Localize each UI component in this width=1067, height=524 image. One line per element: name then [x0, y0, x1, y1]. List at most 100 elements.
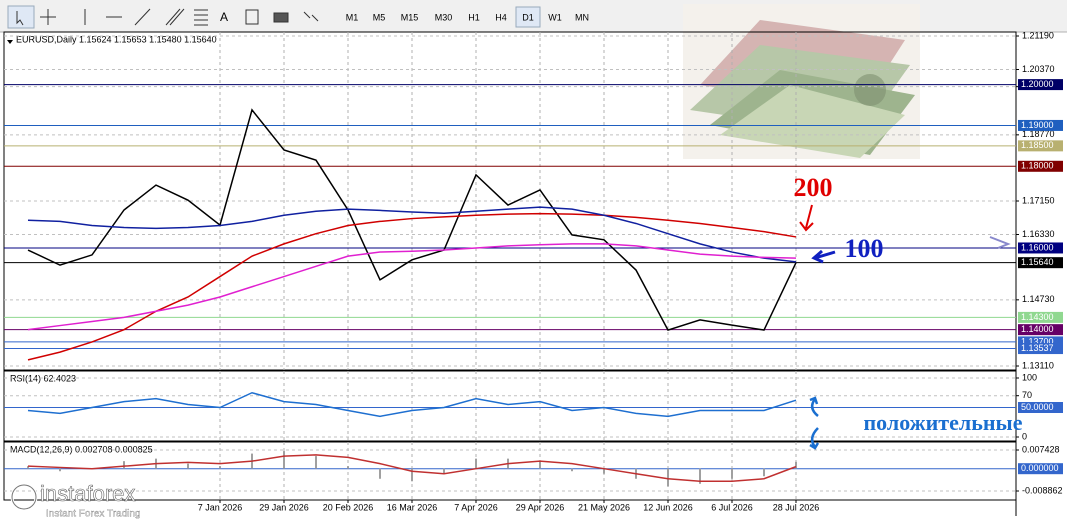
ma100-arrow [811, 249, 836, 264]
x-tick-label: 12 Jun 2026 [643, 502, 693, 512]
histogram-bar [123, 461, 125, 469]
ma200-label: 200 [794, 173, 833, 202]
fibo-icon[interactable] [194, 9, 208, 26]
timeframe-label[interactable]: M5 [373, 12, 386, 22]
x-tick-label: 7 Jan 2026 [198, 502, 243, 512]
y-tick-label: 1.18770 [1022, 129, 1055, 139]
annotations: 200 100 положительные [794, 173, 1023, 450]
x-tick-label: 29 Jan 2026 [259, 502, 309, 512]
trendline-icon[interactable] [134, 8, 151, 26]
level-label: 1.13700 [1021, 336, 1054, 346]
shapes-icon[interactable] [273, 12, 289, 23]
level-box [1018, 402, 1063, 413]
timeframe-label[interactable]: M30 [435, 12, 453, 22]
panel-title: RSI(14) 62.4023 [10, 373, 76, 383]
histogram-bar [475, 458, 477, 469]
y-tick-label: 0.007428 [1022, 444, 1060, 454]
level-box [1018, 311, 1063, 323]
timeframe-label[interactable]: W1 [548, 12, 562, 22]
series [27, 454, 797, 483]
plot-area: 7 Jan 2026 29 Jan 2026 20 Feb 2026 16 Mar 2… [3, 30, 1063, 516]
histogram-bar [59, 468, 61, 472]
series-line [27, 108, 797, 331]
arrows-icon[interactable] [303, 11, 319, 22]
y-tick-label: 0 [1022, 431, 1027, 441]
cursor-tool[interactable] [7, 5, 35, 29]
level-arrow [989, 236, 1011, 249]
timeframe-button[interactable] [515, 6, 541, 28]
histogram-bar [763, 468, 765, 477]
level-label: 1.15640 [1021, 257, 1054, 267]
histogram-bar [571, 468, 573, 472]
timeframe-label[interactable]: D1 [522, 12, 534, 22]
timeframes: M1 M5 M15 M30 H1 H4 D1 W1 MN [346, 6, 589, 28]
y-tick-label: 1.13110 [1022, 360, 1054, 370]
timeframe-label[interactable]: H1 [468, 12, 480, 22]
timeframe-label[interactable]: M1 [346, 12, 359, 22]
histogram-bar [315, 456, 317, 469]
histogram-bar [603, 468, 605, 474]
level-label: 1.14000 [1021, 324, 1054, 334]
level-label: 1.19000 [1021, 120, 1054, 130]
histogram-bar [379, 468, 381, 479]
level-label: 1.18000 [1021, 161, 1054, 171]
series [27, 108, 797, 331]
series-line [27, 206, 797, 263]
panel-title: MACD(12,26,9) 0.002708 0.000825 [10, 444, 153, 454]
level-label: 0.000000 [1021, 463, 1059, 473]
level-label: 50.0000 [1021, 402, 1054, 412]
y-tick-label: 100 [1022, 372, 1037, 382]
histogram-bar [411, 468, 413, 482]
level-box [1018, 160, 1063, 172]
y-tick-label: 1.14730 [1022, 294, 1055, 304]
series [27, 243, 797, 331]
y-tick-label: 1.16330 [1022, 229, 1055, 239]
y-tick-label: -0.008862 [1022, 485, 1063, 495]
watermark-brand: instaforex [40, 481, 135, 506]
y-tick-label: 70 [1022, 390, 1032, 400]
ma200-arrow [799, 204, 814, 232]
title-marker [7, 40, 13, 44]
histogram-bar [795, 461, 797, 469]
x-tick-label: 6 Jul 2026 [711, 502, 753, 512]
ma100-label: 100 [845, 234, 884, 263]
panel-title: EURUSD,Daily 1.15624 1.15653 1.15480 1.1… [16, 34, 217, 44]
money-image [683, 4, 920, 159]
level-box [1018, 242, 1063, 254]
label-icon[interactable] [245, 9, 259, 25]
timeframe-label[interactable]: MN [575, 12, 589, 22]
level-box [1018, 343, 1063, 355]
histogram-bar [443, 468, 445, 474]
y-tick-label: 1.17150 [1022, 195, 1055, 205]
x-tick-label: 20 Feb 2026 [323, 502, 374, 512]
level-box [1018, 463, 1063, 475]
level-label: 1.14300 [1021, 312, 1054, 322]
channel-icon[interactable] [165, 8, 185, 26]
histogram-bar [187, 463, 189, 469]
x-tick-label: 21 May 2026 [578, 502, 630, 512]
level-label: 1.13537 [1021, 343, 1054, 353]
level-box [1018, 324, 1063, 336]
x-tick-label: 28 Jul 2026 [773, 502, 820, 512]
crosshair-icon[interactable] [40, 9, 56, 25]
watermark: instaforex Instant Forex Trading [10, 481, 141, 520]
histogram-bar [283, 451, 285, 469]
cursor-icon [16, 11, 24, 26]
text-tool[interactable]: A [220, 10, 228, 24]
level-box [1018, 336, 1063, 348]
histogram-bar [539, 461, 541, 469]
macd-arrow [809, 427, 820, 450]
watermark-tagline: Instant Forex Trading [46, 509, 141, 520]
level-box [1018, 79, 1063, 91]
timeframe-label[interactable]: M15 [401, 12, 419, 22]
level-label: 1.20000 [1021, 79, 1054, 89]
tool-icons [7, 5, 319, 29]
y-tick-label: 1.21190 [1022, 30, 1054, 40]
positive-label: положительные [864, 410, 1023, 435]
series-line [27, 454, 797, 483]
histogram-bar [347, 466, 349, 469]
y-tick-label: 1.20370 [1022, 64, 1055, 74]
timeframe-label[interactable]: H4 [495, 12, 507, 22]
series-line [27, 391, 797, 418]
